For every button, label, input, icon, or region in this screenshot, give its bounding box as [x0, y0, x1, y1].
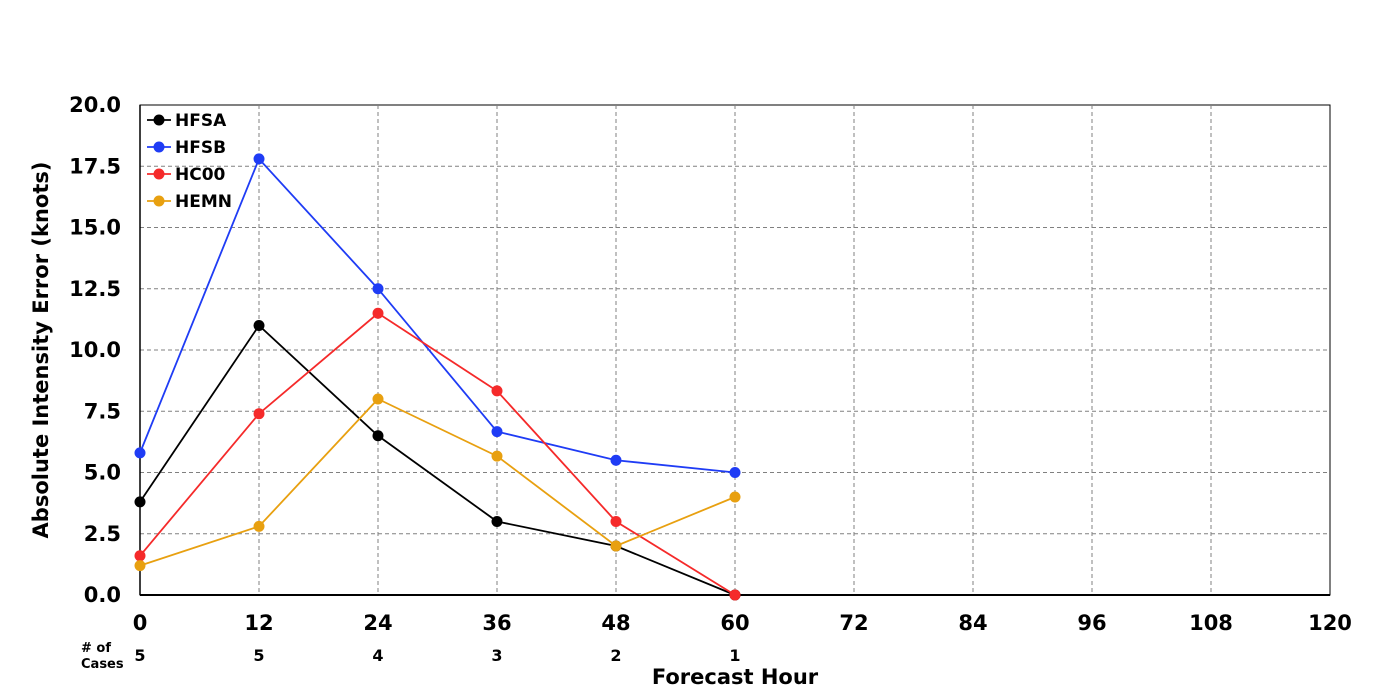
x-tick-label: 48 — [601, 611, 630, 635]
data-point-hc00 — [610, 516, 622, 527]
data-point-hfsb — [253, 153, 265, 165]
x-tick-label: 72 — [839, 611, 868, 635]
cases-value: 2 — [610, 646, 621, 665]
y-tick-label: 7.5 — [84, 399, 121, 423]
data-point-hc00 — [372, 307, 384, 319]
legend-swatch-marker — [153, 141, 165, 153]
cases-value: 5 — [253, 646, 264, 665]
y-tick-label: 15.0 — [69, 216, 121, 240]
series-line-hfsa — [139, 324, 736, 596]
x-tick-label: 84 — [958, 611, 987, 635]
data-point-hfsb — [491, 426, 503, 438]
x-tick-label: 60 — [720, 611, 749, 635]
x-tick-label: 12 — [244, 611, 273, 635]
data-point-hfsa — [253, 320, 265, 331]
cases-value: 3 — [491, 646, 502, 665]
cases-label-line2: Cases — [81, 657, 124, 672]
data-point-hfsa — [134, 496, 146, 508]
legend-label: HC00 — [175, 165, 226, 185]
data-point-hfsa — [491, 516, 503, 527]
y-tick-label: 0.0 — [84, 583, 121, 607]
data-point-hfsb — [372, 283, 384, 295]
legend-item-hc00: HC00 — [147, 165, 226, 185]
y-tick-label: 10.0 — [69, 338, 121, 362]
y-tick-label: 17.5 — [69, 154, 121, 178]
data-point-hemn — [610, 540, 622, 552]
legend-swatch-marker — [153, 195, 165, 207]
y-tick-label: 20.0 — [69, 93, 121, 117]
data-point-hc00 — [134, 550, 146, 562]
series-hc00 — [134, 307, 741, 601]
legend: HFSA HFSB HC00 HEMN — [147, 111, 232, 212]
data-point-hfsa — [372, 430, 384, 442]
x-tick-label: 36 — [482, 611, 511, 635]
cases-value: 1 — [729, 646, 740, 665]
legend-label: HFSA — [175, 111, 227, 131]
y-tick-label: 12.5 — [69, 277, 121, 301]
x-tick-label: 108 — [1189, 611, 1233, 635]
legend-item-hfsb: HFSB — [147, 138, 226, 158]
legend-label: HFSB — [175, 138, 226, 158]
legend-swatch-marker — [153, 168, 165, 180]
data-point-hemn — [134, 560, 146, 572]
series-line-hemn — [139, 397, 736, 567]
cases-value: 4 — [372, 646, 383, 665]
y-axis-title: Absolute Intensity Error (knots) — [29, 162, 53, 539]
series-line-hc00 — [139, 312, 736, 596]
data-point-hc00 — [729, 589, 741, 601]
x-axis-title: Forecast Hour — [652, 665, 819, 689]
data-point-hfsb — [610, 454, 622, 466]
data-point-hc00 — [253, 408, 265, 420]
legend-swatch-marker — [153, 114, 165, 126]
y-tick-label: 5.0 — [84, 461, 121, 485]
series-lines — [134, 153, 741, 601]
y-tick-labels: 0.0 2.5 5.0 7.5 10.0 12.5 15.0 17.5 20.0 — [69, 93, 121, 607]
series-line-hfsb — [139, 157, 736, 474]
data-point-hemn — [253, 520, 265, 532]
x-tick-label: 120 — [1308, 611, 1352, 635]
data-point-hemn — [372, 393, 384, 405]
data-point-hemn — [729, 491, 741, 503]
cases-label-line1: # of — [81, 641, 111, 656]
data-point-hfsb — [729, 467, 741, 478]
grid-lines — [140, 105, 1330, 595]
x-tick-labels: 0 12 24 36 48 60 72 84 96 108 120 — [133, 611, 1352, 635]
legend-item-hfsa: HFSA — [147, 111, 227, 131]
x-tick-label: 96 — [1077, 611, 1106, 635]
legend-label: HEMN — [175, 192, 232, 212]
cases-value: 5 — [134, 646, 145, 665]
data-point-hc00 — [491, 385, 503, 397]
legend-item-hemn: HEMN — [147, 192, 232, 212]
cases-row: # of Cases 5 5 4 3 2 1 — [81, 641, 741, 672]
series-hfsb — [134, 153, 741, 478]
x-tick-label: 24 — [363, 611, 392, 635]
series-hemn — [134, 393, 741, 572]
x-tick-label: 0 — [133, 611, 148, 635]
data-point-hfsb — [134, 447, 146, 459]
y-tick-label: 2.5 — [84, 522, 121, 546]
data-point-hemn — [491, 450, 503, 462]
